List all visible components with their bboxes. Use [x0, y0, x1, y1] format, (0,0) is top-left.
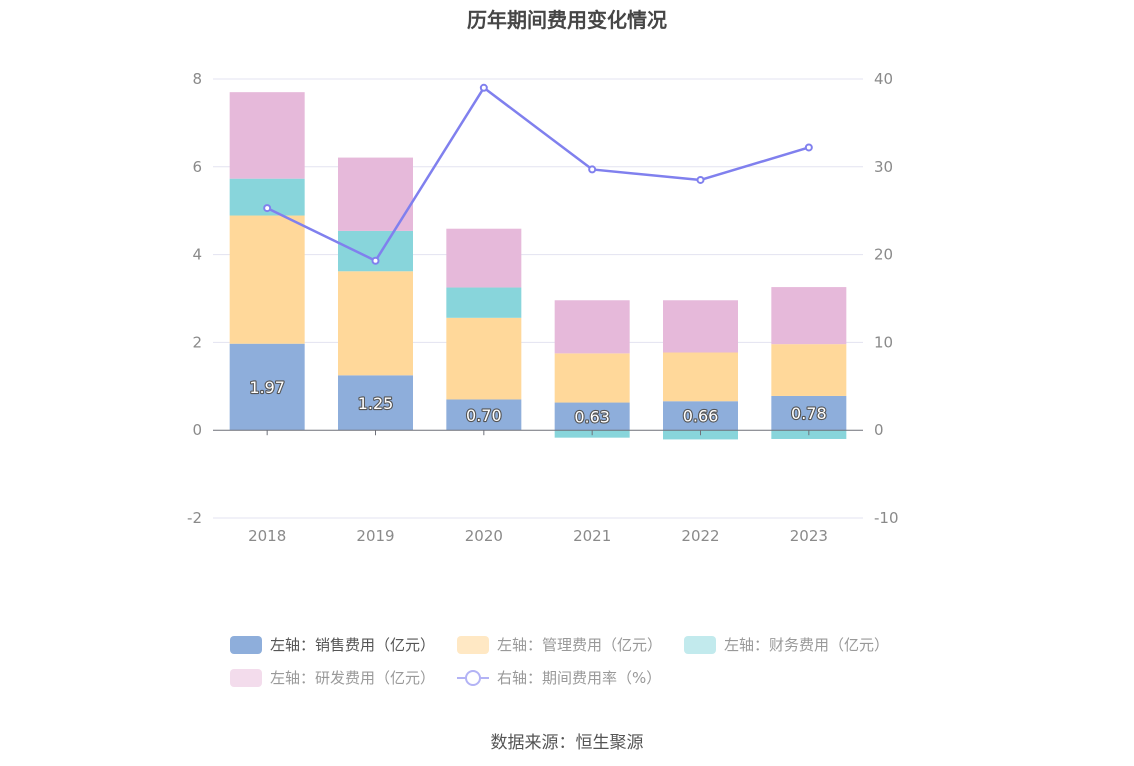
rate-line	[266, 86, 810, 262]
rate-point-2023	[804, 143, 813, 152]
data-label: 0.78	[791, 404, 827, 423]
legend-swatch-sales	[230, 635, 262, 654]
legend-item-finance[interactable]: 左轴：财务费用（亿元）	[684, 634, 889, 655]
data-label: 0.63	[574, 407, 610, 426]
y-left-tick-label: 2	[192, 333, 202, 351]
rate-point-2018	[263, 204, 272, 213]
rate-point-2022	[696, 175, 705, 184]
chart-area: -2 0 2 4 6 8 -10 0 10 20 30 40 2018 2019 2020 2021 2022 2…	[187, 70, 899, 545]
legend-label-rate: 右轴：期间费用率（%）	[497, 669, 662, 687]
bar-segment-s0-c1	[338, 375, 413, 431]
bar-segment-s0-c2	[446, 399, 522, 431]
y-left-tick-label: 8	[192, 70, 202, 88]
bar-segment-s3-c2	[446, 228, 522, 288]
bar-segment-s0-c5	[771, 395, 847, 431]
chart-title: 历年期间费用变化情况	[467, 8, 667, 32]
source-note: 数据来源：恒生聚源	[490, 733, 644, 753]
legend-line-icon	[457, 669, 490, 687]
legend: 左轴：销售费用（亿元） 左轴：管理费用（亿元） 左轴：财务费用（亿元） 左轴：研…	[230, 628, 930, 694]
x-tick-label: 2023	[790, 527, 828, 545]
legend-item-sales[interactable]: 左轴：销售费用（亿元）	[230, 634, 435, 655]
data-label: 0.70	[466, 406, 502, 425]
legend-item-rate[interactable]: 右轴：期间费用率（%）	[457, 667, 661, 688]
legend-row-2: 左轴：研发费用（亿元） 右轴：期间费用率（%）	[230, 661, 930, 694]
bar-segment-s3-c3	[554, 300, 630, 354]
bar-segment-s0-c3	[554, 402, 630, 431]
bar-segment-s1-c1	[338, 271, 413, 376]
legend-label-admin: 左轴：管理费用（亿元）	[497, 636, 663, 654]
legend-row-1: 左轴：销售费用（亿元） 左轴：管理费用（亿元） 左轴：财务费用（亿元）	[230, 628, 930, 661]
bar-segment-s2-c2	[446, 287, 522, 318]
data-label: 0.66	[683, 407, 719, 426]
y-left-tick-label: 0	[192, 421, 202, 439]
data-label: 1.25	[358, 394, 394, 413]
y-right-tick-label: 10	[874, 333, 893, 351]
bar-segment-s2-c1	[338, 230, 413, 272]
bar-segment-s1-c4	[663, 352, 738, 402]
x-tick-label: 2018	[248, 527, 286, 545]
bar-segment-s1-c2	[446, 317, 522, 400]
legend-label-sales: 左轴：销售费用（亿元）	[270, 636, 436, 654]
legend-swatch-finance	[684, 635, 717, 654]
y-left-tick-label: 6	[192, 158, 202, 176]
y-right-tick-label: 40	[874, 70, 893, 88]
bar-segment-s3-c5	[771, 287, 847, 345]
rate-point-2019	[371, 256, 380, 265]
bar-segment-s0-c4	[663, 401, 738, 431]
bar-segment-s1-c3	[554, 353, 630, 403]
bar-segment-s0-c0	[229, 343, 305, 431]
bar-segment-s1-c5	[771, 344, 847, 396]
bar-segment-s1-c0	[229, 215, 305, 344]
legend-swatch-admin	[457, 635, 490, 654]
x-tick-label: 2021	[573, 527, 611, 545]
y-left-tick-label: 4	[192, 246, 202, 264]
x-tick-label: 2019	[356, 527, 394, 545]
legend-item-rd[interactable]: 左轴：研发费用（亿元）	[230, 667, 435, 688]
y-left-tick-label: -2	[187, 509, 202, 527]
legend-label-rd: 左轴：研发费用（亿元）	[270, 669, 436, 687]
y-right-tick-label: 30	[874, 158, 893, 176]
bar-segment-s3-c4	[663, 300, 738, 353]
rate-point-2021	[588, 165, 597, 174]
legend-swatch-rd	[230, 668, 262, 687]
legend-label-finance: 左轴：财务费用（亿元）	[724, 636, 890, 654]
data-label: 1.97	[249, 378, 285, 397]
y-right-tick-label: 20	[874, 246, 893, 264]
rate-point-2020	[479, 83, 488, 92]
x-tick-label: 2020	[465, 527, 503, 545]
x-tick-label: 2022	[681, 527, 719, 545]
y-right-tick-label: 0	[874, 421, 884, 439]
bar-segment-s3-c0	[229, 92, 305, 179]
legend-item-admin[interactable]: 左轴：管理费用（亿元）	[457, 634, 662, 655]
y-right-tick-label: -10	[874, 509, 899, 527]
